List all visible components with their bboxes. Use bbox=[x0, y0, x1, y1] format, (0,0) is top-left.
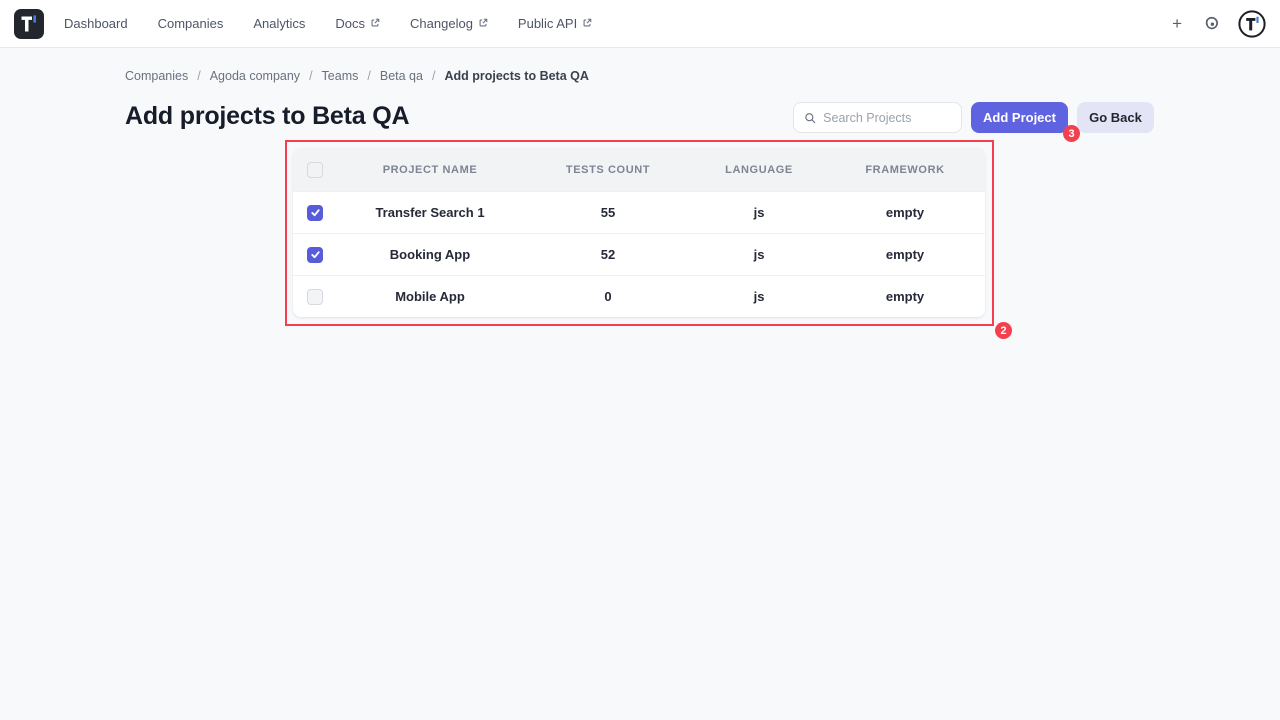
annotation-badge-2: 2 bbox=[995, 322, 1012, 339]
external-link-icon bbox=[583, 18, 592, 26]
announcements-icon[interactable] bbox=[1202, 14, 1222, 34]
external-link-icon bbox=[371, 18, 380, 26]
column-header-language: LANGUAGE bbox=[725, 163, 793, 176]
nav-item-label: Changelog bbox=[410, 16, 473, 31]
breadcrumb-companies[interactable]: Companies bbox=[125, 69, 189, 83]
nav-item-companies[interactable]: Companies bbox=[158, 16, 224, 31]
tests-count-cell: 52 bbox=[600, 247, 616, 262]
select-all-checkbox[interactable] bbox=[307, 161, 323, 178]
nav-links: Dashboard Companies Analytics Docs Chang… bbox=[64, 16, 592, 31]
app-logo-icon[interactable] bbox=[14, 8, 44, 39]
top-navigation: Dashboard Companies Analytics Docs Chang… bbox=[0, 0, 1280, 48]
language-cell: js bbox=[753, 205, 765, 220]
nav-right-actions: + bbox=[1168, 9, 1266, 38]
tests-count-cell: 55 bbox=[600, 205, 616, 220]
project-name-cell: Transfer Search 1 bbox=[375, 205, 485, 220]
go-back-button[interactable]: Go Back bbox=[1077, 102, 1154, 133]
framework-cell: empty bbox=[885, 289, 925, 304]
search-icon bbox=[805, 112, 816, 123]
table-header-row: PROJECT NAME TESTS COUNT LANGUAGE FRAMEW… bbox=[293, 148, 985, 191]
external-link-icon bbox=[479, 18, 488, 26]
nav-item-public-api[interactable]: Public API bbox=[518, 16, 592, 31]
tests-count-cell: 0 bbox=[604, 289, 612, 304]
add-icon[interactable]: + bbox=[1172, 14, 1182, 33]
breadcrumb-separator: / bbox=[197, 69, 201, 83]
language-cell: js bbox=[753, 289, 765, 304]
add-project-button[interactable]: Add Project bbox=[971, 102, 1068, 133]
nav-item-docs[interactable]: Docs bbox=[335, 16, 380, 31]
breadcrumb-separator: / bbox=[309, 69, 313, 83]
projects-table: PROJECT NAME TESTS COUNT LANGUAGE FRAMEW… bbox=[293, 148, 985, 317]
breadcrumb-agoda-company[interactable]: Agoda company bbox=[209, 69, 301, 83]
column-header-framework: FRAMEWORK bbox=[865, 163, 945, 176]
breadcrumb-current: Add projects to Beta QA bbox=[444, 69, 589, 83]
table-row[interactable]: Booking App 52 js empty bbox=[293, 233, 985, 275]
nav-item-analytics[interactable]: Analytics bbox=[253, 16, 305, 31]
nav-item-label: Docs bbox=[335, 16, 366, 31]
nav-item-label: Companies bbox=[157, 16, 224, 31]
project-name-cell: Mobile App bbox=[395, 289, 465, 304]
breadcrumb-teams[interactable]: Teams bbox=[321, 69, 359, 83]
search-projects-box bbox=[793, 102, 962, 133]
row-checkbox[interactable] bbox=[307, 204, 323, 221]
nav-item-label: Analytics bbox=[253, 16, 306, 31]
search-projects-input[interactable] bbox=[823, 110, 951, 125]
annotation-badge-3: 3 bbox=[1063, 125, 1080, 142]
column-header-tests-count: TESTS COUNT bbox=[565, 163, 651, 176]
framework-cell: empty bbox=[885, 247, 925, 262]
nav-item-dashboard[interactable]: Dashboard bbox=[64, 16, 128, 31]
nav-item-changelog[interactable]: Changelog bbox=[410, 16, 488, 31]
table-row[interactable]: Mobile App 0 js empty bbox=[293, 275, 985, 317]
language-cell: js bbox=[753, 247, 765, 262]
nav-item-label: Public API bbox=[517, 16, 578, 31]
breadcrumb-separator: / bbox=[367, 69, 371, 83]
page-title: Add projects to Beta QA bbox=[125, 102, 410, 130]
user-avatar[interactable] bbox=[1238, 9, 1266, 38]
breadcrumb-beta-qa[interactable]: Beta qa bbox=[379, 69, 423, 83]
framework-cell: empty bbox=[885, 205, 925, 220]
project-name-cell: Booking App bbox=[389, 247, 471, 262]
row-checkbox[interactable] bbox=[307, 288, 323, 305]
breadcrumb: Companies / Agoda company / Teams / Beta… bbox=[125, 69, 589, 83]
table-row[interactable]: Transfer Search 1 55 js empty bbox=[293, 191, 985, 233]
column-header-project-name: PROJECT NAME bbox=[382, 163, 478, 176]
nav-item-label: Dashboard bbox=[64, 16, 128, 31]
breadcrumb-separator: / bbox=[431, 69, 436, 83]
row-checkbox[interactable] bbox=[307, 246, 323, 263]
